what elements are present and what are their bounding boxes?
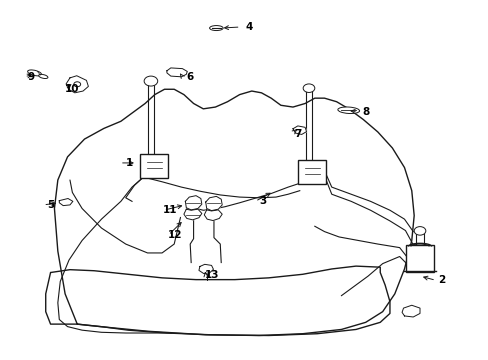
Circle shape bbox=[144, 76, 158, 86]
Polygon shape bbox=[199, 264, 213, 274]
Text: 6: 6 bbox=[186, 72, 193, 82]
Polygon shape bbox=[205, 196, 222, 211]
Polygon shape bbox=[183, 209, 202, 220]
Polygon shape bbox=[59, 198, 73, 206]
Polygon shape bbox=[166, 68, 187, 77]
Ellipse shape bbox=[39, 75, 48, 78]
FancyBboxPatch shape bbox=[406, 245, 433, 272]
Ellipse shape bbox=[28, 70, 41, 76]
Text: 12: 12 bbox=[167, 230, 182, 240]
Text: 7: 7 bbox=[294, 129, 301, 139]
Text: 5: 5 bbox=[47, 200, 54, 210]
Polygon shape bbox=[185, 195, 202, 210]
Text: 11: 11 bbox=[163, 205, 177, 215]
Circle shape bbox=[303, 84, 314, 93]
Circle shape bbox=[413, 226, 425, 235]
Polygon shape bbox=[66, 76, 88, 93]
Polygon shape bbox=[292, 126, 306, 134]
FancyBboxPatch shape bbox=[298, 160, 326, 184]
Text: 4: 4 bbox=[245, 22, 252, 32]
Text: 8: 8 bbox=[361, 107, 368, 117]
Ellipse shape bbox=[337, 107, 359, 113]
Text: 10: 10 bbox=[65, 84, 80, 94]
Polygon shape bbox=[401, 305, 419, 317]
Text: 3: 3 bbox=[259, 196, 266, 206]
Polygon shape bbox=[204, 210, 222, 221]
Text: 1: 1 bbox=[125, 158, 132, 168]
Text: 9: 9 bbox=[27, 72, 35, 82]
FancyBboxPatch shape bbox=[140, 154, 168, 177]
Ellipse shape bbox=[209, 26, 223, 31]
Text: 13: 13 bbox=[205, 270, 219, 280]
Circle shape bbox=[74, 82, 81, 87]
Text: 2: 2 bbox=[437, 275, 445, 285]
